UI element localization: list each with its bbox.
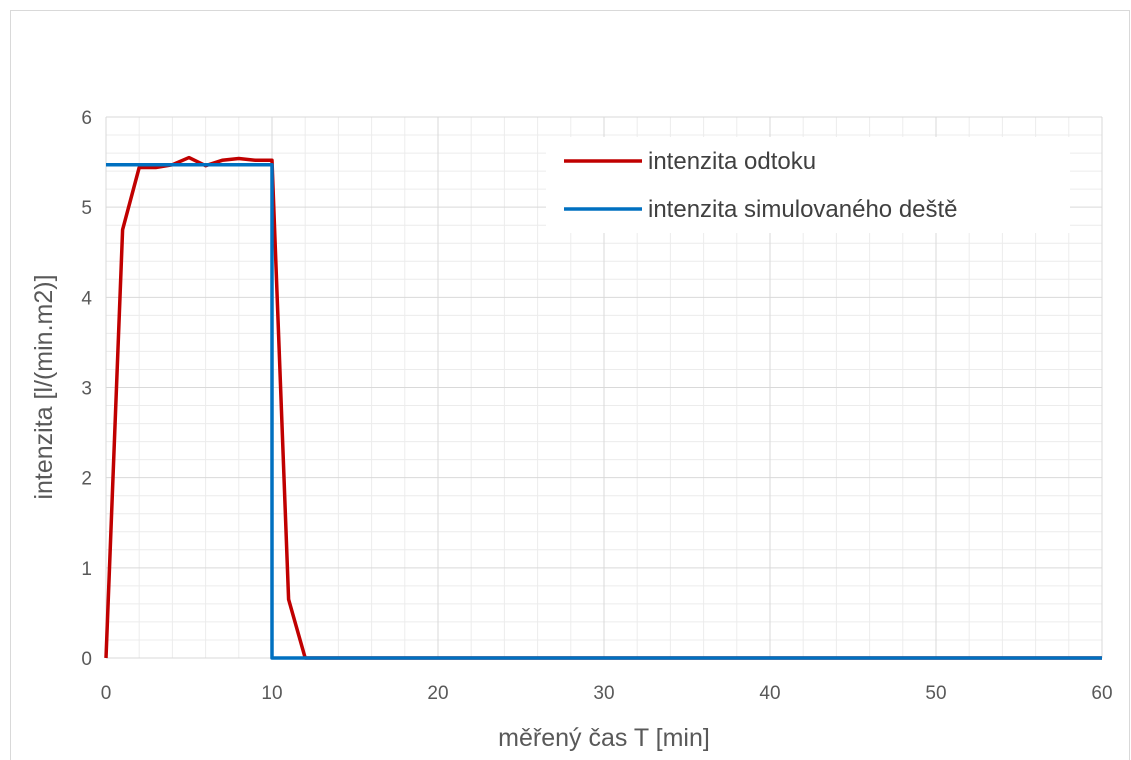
legend: intenzita odtoku intenzita simulovaného d… — [546, 137, 1070, 233]
y-tick-label: 3 — [81, 379, 92, 400]
legend-label-1: intenzita odtoku — [648, 148, 816, 175]
x-tick-label: 40 — [759, 683, 780, 704]
y-tick-label: 6 — [81, 108, 92, 129]
x-tick-label: 50 — [925, 683, 946, 704]
x-tick-label: 30 — [593, 683, 614, 704]
legend-label-2: intenzita simulovaného deště — [648, 196, 958, 223]
x-tick-label: 10 — [261, 683, 282, 704]
legend-background — [546, 137, 1070, 233]
y-tick-label: 5 — [81, 198, 92, 219]
x-axis-title: měřený čas T [min] — [498, 724, 710, 752]
y-axis-title: intenzita [l/(min.m2)] — [30, 274, 58, 499]
y-tick-label: 2 — [81, 469, 92, 490]
x-tick-label: 60 — [1091, 683, 1112, 704]
series-line-2 — [106, 163, 1102, 660]
x-tick-label: 20 — [427, 683, 448, 704]
y-axis-ticks: 0 1 2 3 4 5 6 — [81, 108, 92, 670]
y-tick-label: 0 — [81, 649, 92, 670]
series-lines — [104, 155, 1102, 660]
y-tick-label: 1 — [81, 559, 92, 580]
x-axis-ticks: 0 10 20 30 40 50 60 — [101, 683, 1113, 704]
y-tick-label: 4 — [81, 288, 92, 309]
x-tick-label: 0 — [101, 683, 112, 704]
